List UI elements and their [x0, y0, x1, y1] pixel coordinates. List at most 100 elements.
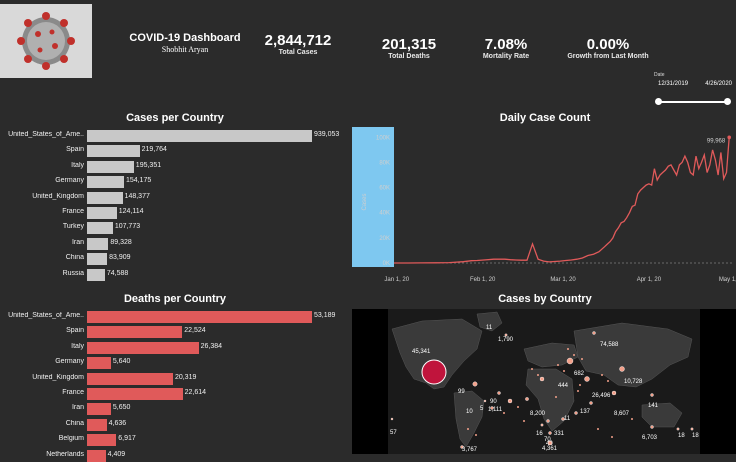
map-marker[interactable] [631, 418, 633, 420]
map-marker[interactable] [531, 368, 533, 370]
date-slider[interactable] [654, 97, 734, 107]
map-marker[interactable] [537, 374, 539, 376]
kpi-mortality-rate: 7.08% Mortality Rate [458, 36, 554, 60]
map-marker[interactable] [690, 427, 694, 431]
deaths-bar[interactable] [87, 388, 183, 400]
cases-bar[interactable] [87, 253, 108, 266]
map-label: 10,728 [624, 379, 643, 385]
cases-value-label: 89,328 [110, 238, 132, 246]
cases-bar[interactable] [87, 191, 123, 204]
map-label: 90 [490, 399, 497, 405]
map-marker[interactable] [567, 348, 569, 350]
map-marker[interactable] [421, 359, 447, 385]
map-marker[interactable] [507, 398, 513, 404]
deaths-bar[interactable] [87, 311, 312, 323]
map-marker[interactable] [650, 425, 654, 429]
map-label: 11 [564, 416, 571, 422]
map-marker[interactable] [597, 428, 599, 430]
map-marker[interactable] [584, 376, 590, 382]
map-marker[interactable] [497, 391, 501, 395]
cases-bar[interactable] [87, 207, 117, 219]
deaths-chart-title: Deaths per Country [123, 293, 227, 305]
map-marker[interactable] [540, 423, 544, 427]
date-end[interactable]: 4/26/2020 [705, 81, 732, 87]
map-label: 11 [486, 325, 493, 331]
map-marker[interactable] [490, 406, 494, 410]
map-marker[interactable] [472, 381, 478, 387]
map-marker[interactable] [547, 440, 553, 446]
deaths-bar[interactable] [87, 357, 111, 370]
map-label: 8,200 [530, 411, 546, 417]
cases-bar[interactable] [87, 268, 105, 281]
map-marker[interactable] [577, 390, 579, 392]
map-marker[interactable] [390, 417, 394, 421]
map-label: 137 [580, 409, 591, 415]
deaths-bar[interactable] [87, 418, 107, 431]
map-marker[interactable] [517, 406, 519, 408]
daily-cases-line [394, 137, 730, 264]
map-marker[interactable] [483, 399, 487, 403]
cases-bar[interactable] [87, 176, 124, 189]
map-marker[interactable] [592, 331, 596, 335]
map-marker[interactable] [574, 411, 578, 415]
date-slider-start-handle[interactable] [655, 98, 662, 105]
map-marker[interactable] [467, 428, 469, 430]
cases-bar[interactable] [87, 145, 140, 158]
map-marker[interactable] [573, 354, 575, 356]
map-marker[interactable] [650, 393, 654, 397]
map-marker[interactable] [504, 333, 508, 337]
map-marker[interactable] [546, 419, 550, 423]
map-marker[interactable] [579, 384, 581, 386]
cases-bar[interactable] [87, 222, 113, 235]
map-label: 8,607 [614, 411, 630, 417]
kpi-label: Total Cases [278, 49, 318, 56]
map-label: 26,496 [592, 393, 611, 399]
map-marker[interactable] [676, 427, 680, 431]
cases-bar[interactable] [87, 130, 312, 142]
deaths-bar[interactable] [87, 326, 183, 339]
deaths-bar[interactable] [87, 403, 111, 416]
map-marker[interactable] [557, 364, 559, 366]
map-label: 6,703 [642, 435, 658, 441]
world-map[interactable]: 45,341 11 1,790 74,588 99 682 10,728 444 26,496 8… [352, 309, 736, 454]
map-marker[interactable] [566, 357, 574, 365]
map-label: 1,790 [498, 337, 514, 343]
cases-value-label: 154,175 [125, 177, 152, 185]
date-slider-end-handle[interactable] [724, 98, 731, 105]
map-label: 331 [554, 431, 565, 437]
deaths-bar[interactable] [87, 434, 117, 447]
map-marker[interactable] [589, 401, 593, 405]
cases-value-label: 195,351 [135, 161, 162, 169]
deaths-bar[interactable] [87, 372, 173, 385]
kpi-value: 7.08% [484, 36, 528, 53]
map-marker[interactable] [460, 445, 464, 449]
deaths-value-label: 4,636 [108, 419, 127, 427]
cases-bar[interactable] [87, 160, 134, 173]
deaths-country-label: Belgium [58, 435, 84, 443]
map-marker[interactable] [611, 390, 617, 396]
map-marker[interactable] [563, 370, 565, 372]
map-marker[interactable] [503, 412, 505, 414]
map-label: 45,341 [412, 349, 431, 355]
cases-value-label: 219,764 [141, 146, 167, 154]
date-start[interactable]: 12/31/2019 [658, 81, 689, 87]
deaths-bar[interactable] [87, 449, 106, 462]
cases-bar[interactable] [87, 237, 109, 250]
kpi-total-deaths: 201,315 Total Deaths [361, 36, 457, 60]
map-marker[interactable] [525, 397, 529, 401]
map-marker[interactable] [555, 396, 557, 398]
map-marker[interactable] [561, 417, 565, 421]
deaths-bar[interactable] [87, 341, 199, 354]
map-marker[interactable] [619, 366, 625, 372]
cases-country-label: United_Kingdom [32, 192, 84, 200]
map-marker[interactable] [475, 434, 477, 436]
map-marker[interactable] [601, 374, 603, 376]
map-marker[interactable] [539, 376, 545, 382]
map-marker[interactable] [581, 358, 583, 360]
map-marker[interactable] [548, 431, 552, 435]
map-marker[interactable] [611, 436, 613, 438]
y-tick-label: 0K [383, 261, 390, 267]
map-marker[interactable] [607, 380, 609, 382]
map-marker[interactable] [523, 420, 525, 422]
deaths-country-label: United_Kingdom [32, 373, 84, 381]
